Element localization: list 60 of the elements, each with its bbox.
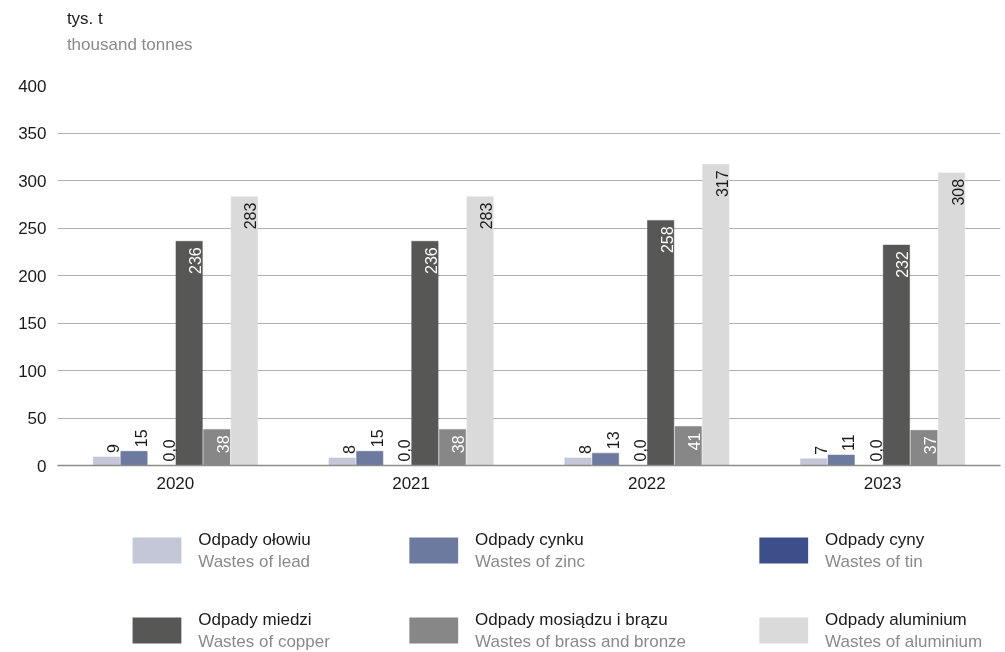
y-tick-label: 300 <box>18 171 47 191</box>
data-label: 0,0 <box>396 439 414 462</box>
data-label: 0,0 <box>632 439 650 462</box>
bar <box>175 241 203 466</box>
data-label: 236 <box>187 247 205 274</box>
y-tick-label: 50 <box>27 409 47 428</box>
x-tick-label: 2022 <box>627 473 666 493</box>
bar <box>328 457 356 466</box>
data-label: 13 <box>604 431 622 450</box>
bar <box>356 451 384 466</box>
y-tick-label: 350 <box>18 124 47 143</box>
data-label: 236 <box>422 247 440 274</box>
bar <box>647 220 675 466</box>
y-axis-title: tys. t thousand tonnes <box>66 9 193 54</box>
legend-label: Odpady aluminium Wastes of aluminium <box>825 610 983 651</box>
data-label: 15 <box>133 429 150 448</box>
y-tick-label: 400 <box>18 76 47 96</box>
data-label: 9 <box>105 443 123 453</box>
bar <box>466 196 494 466</box>
x-tick-label: 2020 <box>156 473 195 493</box>
data-label: 15 <box>368 429 386 448</box>
data-label: 8 <box>576 444 594 454</box>
data-label: 232 <box>894 251 912 278</box>
data-label: 258 <box>658 226 676 254</box>
y-tick-label: 100 <box>18 361 47 381</box>
data-label: 37 <box>922 436 939 455</box>
bar <box>230 196 258 466</box>
y-tick-label: 150 <box>18 314 47 333</box>
legend-label: Odpady cynku Wastes of zinc <box>475 530 586 571</box>
data-label: 38 <box>450 435 468 454</box>
bar <box>92 456 120 466</box>
data-label: 11 <box>840 434 858 452</box>
data-label: 317 <box>713 170 731 198</box>
bar <box>702 164 730 466</box>
bar <box>800 458 828 466</box>
data-label: 283 <box>242 202 260 230</box>
data-label: 8 <box>341 444 359 454</box>
y-tick-label: 250 <box>18 219 47 238</box>
bar <box>564 457 592 466</box>
bar <box>120 451 148 466</box>
legend-label: Odpady mosiądzu i brązu Wastes of brass and bronze <box>475 610 687 651</box>
y-tick-label: 0 <box>37 456 47 476</box>
data-label: 308 <box>949 178 967 206</box>
data-label: 283 <box>478 202 496 230</box>
legend-label: Odpady ołowiu Wastes of lead <box>198 530 311 571</box>
legend-label: Odpady miedzi Wastes of copper <box>198 610 331 651</box>
x-tick-label: 2021 <box>392 473 431 493</box>
bar <box>592 452 619 466</box>
legend-label: Odpady cyny Wastes of tin <box>825 530 925 571</box>
bar <box>827 454 855 466</box>
data-label: 41 <box>686 432 704 451</box>
data-label: 0,0 <box>160 439 178 462</box>
bar <box>882 244 910 466</box>
data-label: 7 <box>812 445 830 455</box>
data-label: 38 <box>214 435 232 454</box>
data-label: 0,0 <box>867 439 885 462</box>
x-tick-label: 2023 <box>863 473 902 493</box>
bar <box>411 241 439 466</box>
y-tick-label: 200 <box>18 266 47 286</box>
bar <box>938 172 966 466</box>
